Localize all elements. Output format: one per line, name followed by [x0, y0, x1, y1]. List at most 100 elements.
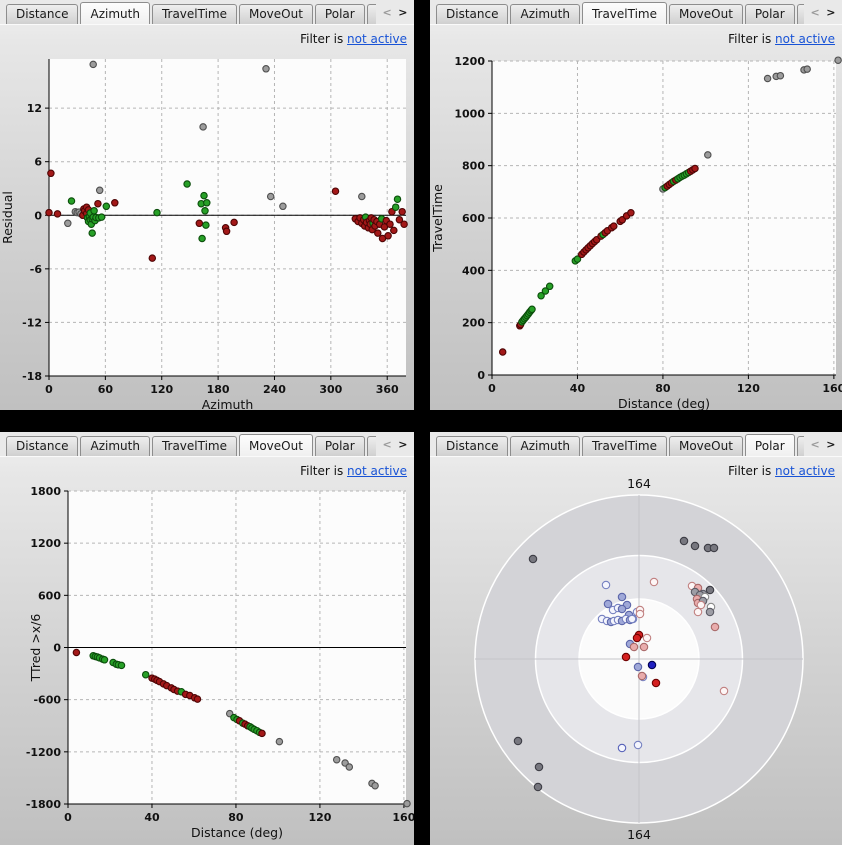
polar-point-pink[interactable] — [710, 622, 720, 632]
polar-point-pink_open[interactable] — [719, 686, 729, 696]
data-point-gray[interactable] — [89, 60, 97, 69]
data-point-green[interactable] — [545, 282, 554, 291]
data-point-red[interactable] — [610, 222, 618, 230]
data-point-red[interactable] — [111, 199, 119, 207]
tab-traveltime[interactable]: TravelTime — [581, 2, 667, 24]
polar-point-pink[interactable] — [637, 671, 647, 681]
polar-point-lav[interactable] — [617, 604, 627, 614]
data-point-red[interactable] — [195, 219, 204, 228]
polar-point-darkgray[interactable] — [534, 762, 544, 772]
data-point-green[interactable] — [198, 234, 206, 243]
tab-scroll-left-icon[interactable]: < — [810, 5, 820, 19]
data-point-green[interactable] — [541, 287, 550, 295]
polar-point-pink[interactable] — [639, 642, 649, 652]
data-point-green[interactable] — [393, 195, 402, 203]
tab-distance[interactable]: Distance — [436, 436, 509, 456]
polar-point-lav[interactable] — [633, 662, 643, 672]
data-point-red[interactable] — [53, 210, 62, 218]
data-point-green[interactable] — [90, 207, 98, 215]
tab-moveout[interactable]: MoveOut — [668, 4, 743, 24]
data-point-red[interactable] — [331, 187, 340, 195]
data-point-red[interactable] — [400, 220, 408, 228]
tab-distance[interactable]: Distance — [6, 4, 79, 24]
polar-point-pink_open[interactable] — [696, 600, 706, 610]
data-point-gray[interactable] — [704, 151, 712, 159]
tab-moveout[interactable]: MoveOut — [238, 4, 313, 24]
tab-scroll-right-icon[interactable]: > — [398, 437, 408, 451]
polar-point-pink_open[interactable] — [693, 607, 703, 617]
data-point-green[interactable] — [117, 661, 126, 670]
data-point-red[interactable] — [72, 648, 81, 657]
data-point-green[interactable] — [88, 229, 96, 237]
data-point-green[interactable] — [102, 202, 111, 211]
polar-point-pink_open[interactable] — [635, 609, 645, 619]
data-point-green[interactable] — [97, 213, 106, 221]
tab-polar[interactable]: Polar — [744, 434, 795, 456]
polar-point-gray[interactable] — [705, 607, 715, 617]
polar-point-darkgray[interactable] — [679, 536, 689, 546]
polar-point-blue_open[interactable] — [617, 743, 627, 753]
tab-traveltime[interactable]: TravelTime — [151, 436, 237, 456]
filter-link[interactable]: not active — [775, 32, 835, 46]
data-point-green[interactable] — [201, 207, 209, 215]
data-point-red[interactable] — [390, 226, 398, 235]
polar-point-red[interactable] — [651, 678, 661, 688]
data-point-green[interactable] — [391, 203, 400, 211]
polar-point-pink_open[interactable] — [649, 577, 659, 587]
data-point-gray[interactable] — [279, 202, 287, 211]
polar-point-lav_open[interactable] — [627, 614, 637, 624]
polar-point-darkgray[interactable] — [709, 543, 719, 553]
data-point-gray[interactable] — [64, 219, 72, 228]
filter-link[interactable]: not active — [775, 464, 835, 478]
data-point-red[interactable] — [498, 348, 507, 356]
polar-point-lav[interactable] — [603, 599, 613, 609]
data-point-green[interactable] — [183, 180, 191, 188]
polar-point-darkgray[interactable] — [533, 782, 543, 792]
data-point-red[interactable] — [148, 254, 157, 262]
data-point-red[interactable] — [386, 220, 394, 228]
data-point-red[interactable] — [374, 229, 382, 237]
data-point-red[interactable] — [45, 208, 53, 217]
polar-point-darkgray[interactable] — [513, 736, 523, 746]
data-point-red[interactable] — [230, 218, 238, 227]
polar-point-lav[interactable] — [617, 592, 627, 602]
tab-traveltime[interactable]: TravelTime — [581, 436, 667, 456]
tab-azimuth[interactable]: Azimuth — [510, 4, 580, 24]
tab-azimuth[interactable]: Azimuth — [80, 436, 150, 456]
data-point-red[interactable] — [398, 207, 406, 216]
polar-point-lav_open[interactable] — [601, 580, 611, 590]
polar-point-pink[interactable] — [629, 642, 639, 652]
data-point-red[interactable] — [193, 695, 202, 703]
data-point-gray[interactable] — [776, 71, 785, 80]
data-point-gray[interactable] — [262, 65, 270, 73]
filter-link[interactable]: not active — [347, 464, 407, 478]
data-point-green[interactable] — [67, 197, 76, 205]
polar-point-pink_open[interactable] — [642, 633, 652, 643]
tab-polar[interactable]: Polar — [744, 4, 795, 24]
tab-scroll-left-icon[interactable]: < — [382, 5, 392, 19]
data-point-green[interactable] — [528, 305, 536, 314]
polar-point-red[interactable] — [632, 633, 642, 643]
tab-scroll-right-icon[interactable]: > — [826, 5, 836, 19]
data-point-gray[interactable] — [199, 123, 207, 131]
tab-azimuth[interactable]: Azimuth — [80, 2, 150, 24]
polar-point-lav_open[interactable] — [633, 740, 643, 750]
data-point-green[interactable] — [200, 191, 208, 200]
tab-scroll-left-icon[interactable]: < — [810, 437, 820, 451]
data-point-red[interactable] — [258, 729, 266, 738]
data-point-green[interactable] — [153, 208, 161, 217]
data-point-gray[interactable] — [371, 781, 379, 790]
polar-point-darkgray[interactable] — [705, 585, 715, 595]
data-point-gray[interactable] — [345, 763, 354, 771]
polar-point-darkgray[interactable] — [528, 554, 538, 564]
data-point-gray[interactable] — [834, 56, 842, 64]
data-point-green[interactable] — [537, 291, 545, 300]
data-point-green[interactable] — [141, 670, 150, 679]
data-point-gray[interactable] — [332, 755, 341, 764]
tab-polar[interactable]: Polar — [314, 4, 365, 24]
tab-traveltime[interactable]: TravelTime — [151, 4, 237, 24]
data-point-gray[interactable] — [763, 74, 772, 83]
tab-scroll-right-icon[interactable]: > — [826, 437, 836, 451]
tab-scroll-left-icon[interactable]: < — [382, 437, 392, 451]
tab-distance[interactable]: Distance — [436, 4, 509, 24]
